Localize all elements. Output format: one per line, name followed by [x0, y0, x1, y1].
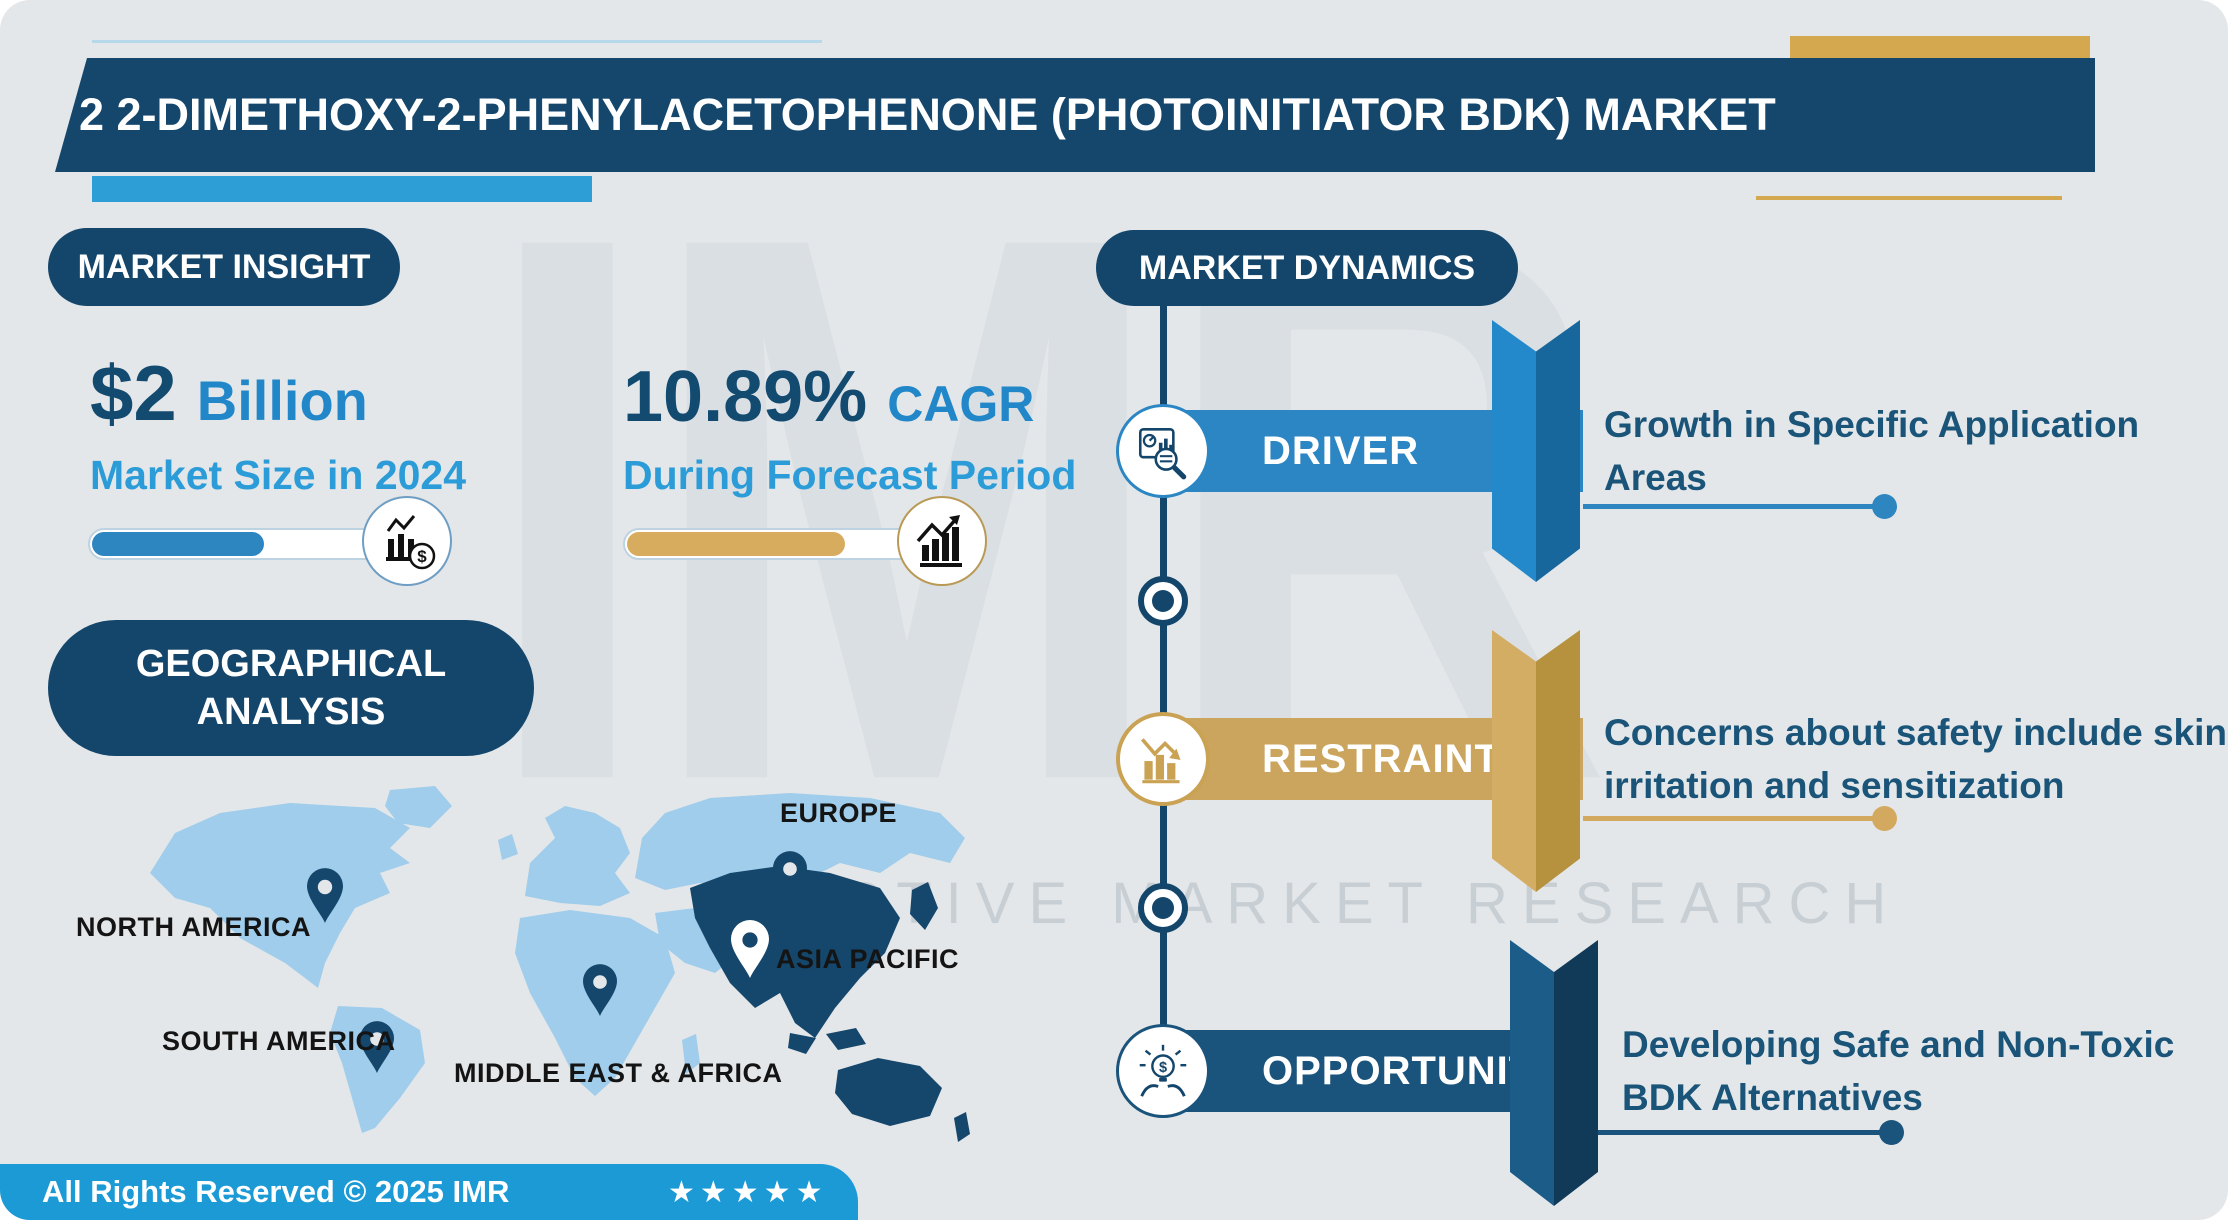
region-label-asia-pacific: ASIA PACIFIC: [776, 944, 960, 974]
geo-pill-line2: ANALYSIS: [196, 691, 386, 733]
map-pin-europe: [773, 851, 807, 903]
geographical-analysis-pill: GEOGRAPHICAL ANALYSIS: [48, 620, 534, 756]
cagr-stat: 10.89% CAGR: [623, 356, 1034, 438]
restraint-ribbon: [1492, 630, 1580, 892]
decor-bar-bottom-left: [92, 176, 592, 202]
map-europe: [525, 806, 630, 906]
analysis-magnifier-icon: [1138, 428, 1187, 480]
timeline-bullet-1: [1138, 576, 1188, 626]
opportunity-text-line1: Developing Safe and Non-Toxic: [1622, 1024, 2175, 1065]
cagr-unit: CAGR: [887, 376, 1035, 432]
decor-line-bottom-right: [1756, 196, 2062, 200]
dynamics-timeline: [1160, 306, 1167, 1076]
opportunity-icon-circle: $: [1116, 1024, 1210, 1118]
idea-bulb-dollar-icon: $: [1139, 1044, 1187, 1097]
svg-text:$: $: [1159, 1060, 1167, 1076]
cagr-caption: During Forecast Period: [623, 452, 1077, 498]
rating-stars: ★★★★★: [668, 1175, 828, 1209]
opportunity-label: OPPORTUNITY: [1262, 1048, 1562, 1093]
driver-text-line1: Growth in Specific Application: [1604, 404, 2140, 445]
map-pin-north-america: [307, 868, 343, 923]
driver-ribbon: [1492, 320, 1580, 582]
cagr-growth-icon: [897, 496, 987, 586]
market-size-chart-icon: $: [362, 496, 452, 586]
restraint-text: Concerns about safety include skin irrit…: [1604, 706, 2227, 812]
geo-pill-line1: GEOGRAPHICAL: [135, 643, 447, 685]
market-size-progress-fill: [92, 532, 264, 556]
opportunity-underline: [1598, 1120, 1904, 1145]
map-greenland: [385, 786, 452, 828]
map-north-america: [150, 803, 410, 988]
opportunity-underline-dot: [1879, 1120, 1904, 1145]
growth-arrow-chart-icon: [916, 515, 962, 567]
driver-underline-dot: [1872, 494, 1897, 519]
driver-underline: [1583, 494, 1897, 519]
region-label-north-america: NORTH AMERICA: [76, 912, 311, 942]
driver-text: Growth in Specific Application Areas: [1604, 398, 2139, 504]
market-insight-pill: MARKET INSIGHT: [48, 228, 400, 306]
map-madagascar: [682, 1034, 700, 1074]
copyright-text: All Rights Reserved © 2025 IMR: [42, 1174, 510, 1209]
map-indonesia-east: [826, 1028, 866, 1050]
map-pin-africa: [583, 964, 617, 1016]
market-size-caption: Market Size in 2024: [90, 452, 467, 498]
restraint-underline-dot: [1872, 806, 1897, 831]
restraint-icon-circle: [1116, 712, 1210, 806]
opportunity-text: Developing Safe and Non-Toxic BDK Altern…: [1622, 1018, 2174, 1124]
footer-bar: All Rights Reserved © 2025 IMR ★★★★★: [0, 1164, 858, 1220]
driver-icon-circle: [1116, 404, 1210, 498]
market-size-stat: $2 Billion: [90, 348, 368, 439]
restraint-label: RESTRAINT: [1262, 736, 1500, 781]
market-dynamics-pill: MARKET DYNAMICS: [1096, 230, 1518, 306]
cagr-value: 10.89%: [623, 357, 868, 437]
timeline-bullet-2: [1138, 883, 1188, 933]
map-pin-asia-pacific: [731, 920, 769, 978]
page-title: 2 2-DIMETHOXY-2-PHENYLACETOPHENONE (PHOT…: [79, 89, 1776, 140]
svg-text:$: $: [417, 547, 427, 566]
restraint-text-line2: irritation and sensitization: [1604, 765, 2065, 806]
decor-bar-top-right: [1790, 36, 2090, 58]
opportunity-ribbon: [1510, 940, 1598, 1206]
decor-line-top-left: [92, 40, 822, 43]
map-pin-south-america: [360, 1021, 394, 1073]
market-size-value: $2: [90, 349, 177, 437]
restraint-underline: [1583, 806, 1897, 831]
restraint-text-line1: Concerns about safety include skin: [1604, 712, 2227, 753]
bar-chart-dollar-icon: $: [386, 515, 436, 570]
region-label-europe: EUROPE: [780, 798, 898, 828]
opportunity-text-line2: BDK Alternatives: [1622, 1077, 1923, 1118]
map-japan: [910, 882, 938, 930]
map-australia: [835, 1058, 942, 1126]
driver-label: DRIVER: [1262, 428, 1420, 473]
map-indonesia-west: [788, 1033, 816, 1054]
world-map: [150, 786, 970, 1142]
map-asia-highlight: [690, 866, 900, 1038]
map-russia: [635, 793, 965, 890]
driver-text-line2: Areas: [1604, 457, 1707, 498]
title-bar: 2 2-DIMETHOXY-2-PHENYLACETOPHENONE (PHOT…: [55, 58, 2095, 172]
cagr-progress-fill: [627, 532, 845, 556]
cagr-progress-track: [623, 528, 947, 560]
declining-chart-icon: [1140, 738, 1181, 784]
market-size-unit: Billion: [196, 369, 368, 432]
region-label-south-america: SOUTH AMERICA: [162, 1026, 396, 1056]
region-label-middle-east-africa: MIDDLE EAST & AFRICA: [454, 1058, 783, 1088]
map-uk: [498, 834, 518, 860]
map-new-zealand: [954, 1112, 970, 1142]
